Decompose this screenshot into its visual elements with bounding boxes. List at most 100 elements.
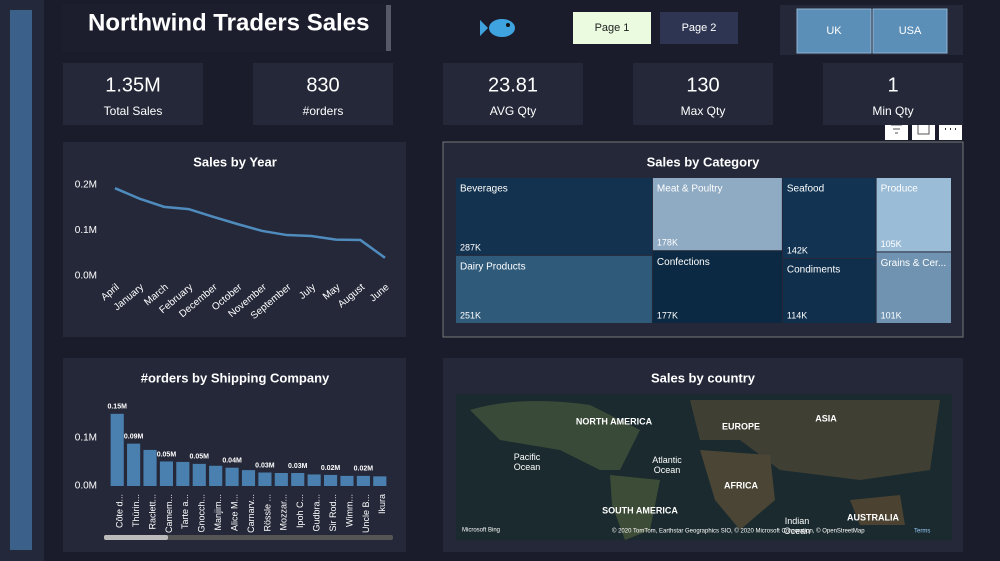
map-brand: Microsoft Bing: [462, 528, 500, 534]
treemap-tile: [456, 255, 652, 323]
tile-value: 178K: [657, 238, 678, 248]
bar: [340, 475, 354, 486]
kpi-card: [63, 63, 203, 125]
tile-label: Seafood: [787, 184, 824, 195]
kpi-value: 830: [306, 74, 339, 96]
map-label: NORTH AMERICA: [576, 416, 653, 426]
map-attribution: © 2020 TomTom, Earthstar Geographics SIO…: [612, 528, 865, 535]
y-tick-label: 0.0M: [75, 271, 97, 282]
map-label: EUROPE: [722, 421, 760, 431]
x-tick-label: Uncle B...: [361, 494, 371, 533]
dashboard-title: Northwind Traders Sales: [88, 9, 369, 36]
x-tick-label: Côte d...: [115, 494, 125, 528]
bar: [291, 473, 305, 486]
tile-label: Beverages: [460, 184, 508, 195]
country-label[interactable]: UK: [826, 25, 842, 37]
kpi-card: [823, 63, 963, 125]
data-label: 0.02M: [354, 466, 374, 473]
page-button[interactable]: [660, 12, 738, 44]
data-label: 0.04M: [222, 458, 242, 465]
map-label: Atlantic Ocean: [652, 455, 682, 475]
map-label: Indian Ocean: [784, 516, 811, 536]
x-tick-label: Raclett...: [147, 494, 157, 530]
x-tick-label: Ipoh C...: [295, 494, 305, 528]
kpi-label: Total Sales: [104, 104, 163, 118]
bar: [127, 443, 141, 486]
bar: [192, 463, 206, 486]
tile-value: 287K: [460, 242, 481, 252]
kpi-value: 1.35M: [105, 74, 161, 96]
scrollbar-thumb[interactable]: [104, 535, 168, 540]
map-label: ASIA: [815, 413, 837, 423]
bar: [143, 449, 157, 486]
land: [610, 475, 660, 540]
sidebar-bar: [10, 10, 32, 550]
fish-logo: [480, 19, 515, 37]
map-label: Pacific Ocean: [514, 452, 541, 472]
data-label: 0.05M: [190, 454, 210, 461]
x-tick-label: Sir Rod...: [328, 494, 338, 532]
x-tick-label: Gudbra...: [312, 494, 322, 532]
chart-title: Sales by country: [651, 370, 756, 385]
data-label: 0.02M: [321, 465, 341, 472]
tile-value: 251K: [460, 310, 481, 320]
kpi-value: 130: [686, 74, 719, 96]
map-label: SOUTH AMERICA: [602, 505, 678, 515]
country-label[interactable]: USA: [899, 25, 922, 37]
data-label: 0.03M: [288, 463, 308, 470]
x-tick-label: Thürin...: [131, 494, 141, 527]
page-button[interactable]: [573, 12, 651, 44]
data-label: 0.15M: [107, 404, 127, 411]
treemap-tile: [782, 178, 876, 258]
land: [690, 400, 940, 480]
x-tick-label: Rössle ...: [262, 494, 272, 532]
line-series: [114, 187, 386, 259]
x-tick-label: Tarte a...: [180, 494, 190, 529]
kpi-label: Min Qty: [872, 104, 913, 118]
kpi-label: #orders: [303, 104, 344, 118]
x-tick-label: Gnocch...: [197, 494, 207, 533]
bar: [373, 476, 387, 486]
tile-value: 105K: [881, 239, 902, 249]
bar: [225, 467, 239, 486]
tile-value: 114K: [787, 310, 807, 320]
y-tick-label: 0.0M: [75, 481, 97, 492]
kpi-label: AVG Qty: [490, 104, 536, 118]
kpi-label: Max Qty: [681, 104, 726, 118]
x-tick-label: Camem...: [164, 494, 174, 533]
tile-label: Condiments: [787, 265, 840, 276]
land: [850, 495, 905, 525]
y-tick-label: 0.1M: [75, 433, 97, 444]
y-tick-label: 0.2M: [75, 180, 97, 191]
bar: [241, 470, 256, 486]
tile-label: Dairy Products: [460, 262, 526, 273]
map-label: AUSTRALIA: [847, 512, 899, 522]
bar: [307, 474, 321, 486]
map-terms[interactable]: Terms: [914, 529, 930, 535]
country-button[interactable]: [872, 8, 948, 54]
treemap-tile: [876, 178, 951, 252]
bar: [209, 465, 223, 486]
chart-title: Sales by Year: [193, 154, 277, 169]
y-tick-label: 0.1M: [75, 225, 97, 236]
scrollbar: [104, 535, 393, 540]
bar: [258, 472, 272, 486]
tile-label: Produce: [881, 184, 919, 195]
title-card: [62, 4, 386, 52]
kpi-value: 1: [887, 74, 898, 96]
kpi-value: 23.81: [488, 74, 538, 96]
treemap-tile: [652, 178, 782, 251]
tile-label: Meat & Poultry: [657, 184, 723, 195]
page-button-label[interactable]: Page 2: [682, 22, 717, 34]
country-button[interactable]: [796, 8, 872, 54]
treemap-tile: [652, 251, 782, 323]
treemap-tile: [876, 252, 951, 323]
data-label: 0.09M: [124, 433, 144, 440]
tile-value: 101K: [881, 310, 902, 320]
bar: [159, 461, 174, 486]
page-button-label[interactable]: Page 1: [595, 22, 630, 34]
tile-value: 142K: [787, 245, 808, 255]
land: [700, 450, 775, 530]
kpi-card: [633, 63, 773, 125]
treemap-tile: [782, 258, 876, 323]
